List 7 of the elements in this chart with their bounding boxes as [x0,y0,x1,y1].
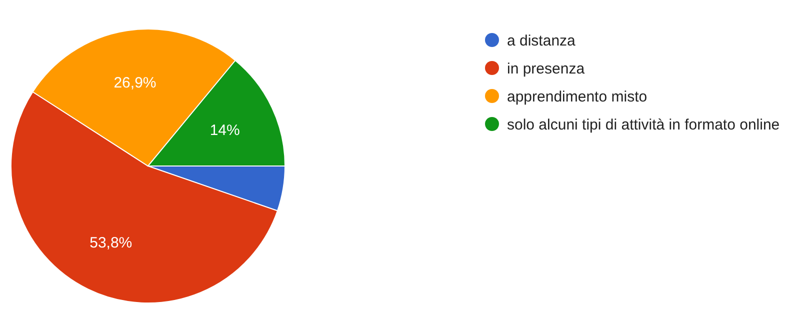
legend-label: a distanza [507,32,576,50]
legend-label: apprendimento misto [507,88,648,106]
data-label: 14% [210,122,240,140]
legend-label: in presenza [507,60,586,78]
legend-label: solo alcuni tipi di attività in formato online [507,116,780,134]
data-label: 53,8% [90,234,132,252]
data-label: 26,9% [114,74,156,92]
